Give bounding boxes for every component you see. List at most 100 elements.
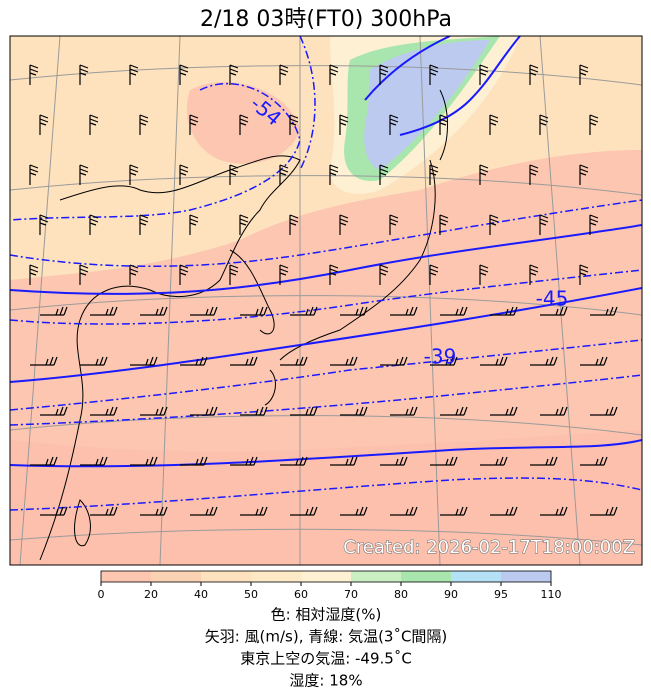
wind-barb: [540, 506, 568, 516]
wind-barb: [490, 406, 518, 416]
wind-barb: [289, 214, 299, 235]
caption-line: 湿度: 18%: [289, 672, 362, 690]
colorbar-tick-label: 0: [98, 588, 105, 601]
colorbar-tick-label: 110: [541, 588, 562, 601]
wind-barb: [340, 506, 368, 516]
wind-barb: [230, 456, 258, 466]
wind-barb: [340, 306, 368, 316]
wind-barb: [90, 306, 118, 316]
wind-barb: [329, 64, 339, 85]
colorbar-segment: [101, 571, 152, 582]
wind-barb: [290, 406, 318, 416]
wind-barb: [229, 164, 239, 185]
wind-barb: [329, 164, 339, 185]
wind-barb: [140, 306, 168, 316]
wind-barb: [380, 456, 408, 466]
colorbar-frame: [100, 570, 552, 583]
wind-barb: [29, 264, 39, 285]
graticule: [10, 36, 642, 565]
wind-barb: [140, 406, 168, 416]
wind-barb: [389, 214, 399, 235]
map-frame: [9, 35, 643, 566]
wind-barb: [179, 164, 189, 185]
wind-barb: [479, 164, 489, 185]
wind-barb: [139, 114, 149, 135]
wind-barb: [189, 214, 199, 235]
wind-barb: [180, 356, 208, 366]
colorbar: 0 20 40 50 60 70 80 90 95 110: [98, 570, 562, 601]
wind-barb: [489, 214, 499, 235]
wind-barb: [480, 456, 508, 466]
wind-barb: [39, 114, 49, 135]
wind-barb: [180, 456, 208, 466]
colorbar-segment: [201, 571, 252, 582]
wind-barb: [539, 114, 549, 135]
title: 2/18 03時(FT0) 300hPa: [200, 7, 452, 32]
wind-barb: [490, 506, 518, 516]
wind-barb: [429, 264, 439, 285]
wind-barb: [239, 214, 249, 235]
wind-barb: [390, 506, 418, 516]
wind-barb: [90, 506, 118, 516]
wind-barb: [580, 356, 608, 366]
wind-barb: [129, 264, 139, 285]
colorbar-tick-label: 40: [194, 588, 208, 601]
wind-barb: [130, 456, 158, 466]
wind-barb: [589, 214, 599, 235]
caption-line: 矢羽: 風(m/s), 青線: 気温(3˚C間隔): [205, 628, 448, 646]
wind-barb: [430, 356, 458, 366]
wind-barb: [390, 306, 418, 316]
map: -54 -45 -39 Created: 2026-02-17T18:00:00…: [10, 36, 642, 565]
wind-barb: [429, 64, 439, 85]
wind-barb: [579, 164, 589, 185]
wind-barb: [140, 506, 168, 516]
colorbar-tick-label: 70: [344, 588, 358, 601]
wind-barb: [529, 164, 539, 185]
colorbar-tick-label: 95: [494, 588, 508, 601]
created-label: Created: 2026-02-17T18:00:00Z: [343, 537, 635, 558]
wind-barb: [479, 64, 489, 85]
wind-barb: [539, 214, 549, 235]
wind-barb: [440, 406, 468, 416]
colorbar-segment: [401, 571, 452, 582]
wind-barb: [379, 264, 389, 285]
wind-barb: [79, 64, 89, 85]
wind-barb: [439, 114, 449, 135]
wind-barb: [279, 64, 289, 85]
wind-barb: [329, 264, 339, 285]
wind-barb: [129, 64, 139, 85]
colorbar-segment: [501, 571, 552, 582]
wind-barb: [179, 264, 189, 285]
wind-barb: [80, 456, 108, 466]
wind-barb: [30, 456, 58, 466]
wind-barb: [29, 164, 39, 185]
wind-barb: [90, 406, 118, 416]
wind-barb: [379, 64, 389, 85]
wind-barb: [230, 356, 258, 366]
wind-barb: [39, 214, 49, 235]
wind-barb: [139, 214, 149, 235]
wind-barb: [529, 64, 539, 85]
wind-barb: [229, 64, 239, 85]
wind-barb: [240, 306, 268, 316]
wind-barb: [490, 306, 518, 316]
wind-barb: [590, 306, 618, 316]
wind-barb: [440, 306, 468, 316]
wind-barb: [239, 114, 249, 135]
wind-barb: [189, 114, 199, 135]
wind-barb: [439, 214, 449, 235]
colorbar-tick-label: 50: [244, 588, 258, 601]
wind-barb: [179, 64, 189, 85]
wind-barb: [379, 164, 389, 185]
wind-barb: [389, 114, 399, 135]
wind-barb: [190, 406, 218, 416]
wind-barb: [589, 114, 599, 135]
wind-barb: [579, 64, 589, 85]
colorbar-segment: [151, 571, 202, 582]
colorbar-segment: [301, 571, 352, 582]
wind-barb: [390, 406, 418, 416]
wind-barb: [89, 114, 99, 135]
wind-barb: [579, 264, 589, 285]
wind-barb: [340, 406, 368, 416]
